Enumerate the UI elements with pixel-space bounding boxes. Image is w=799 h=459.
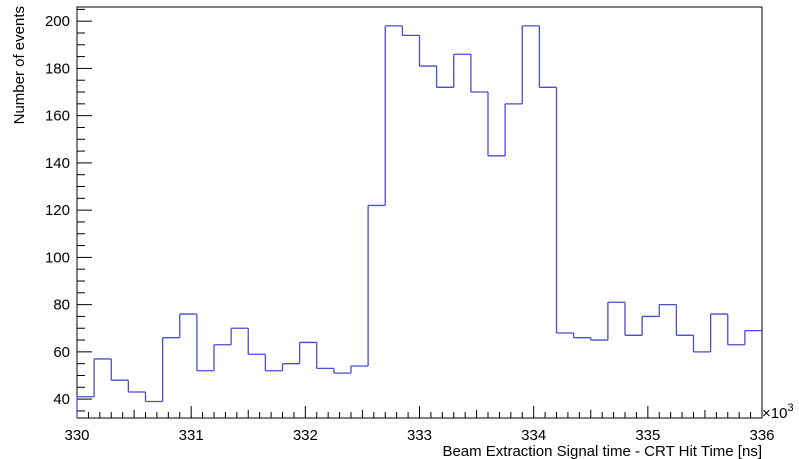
x-axis-multiplier-exponent: 3 [787, 402, 793, 414]
x-axis-title: Beam Extraction Signal time - CRT Hit Ti… [442, 443, 762, 459]
y-axis-title: Number of events [11, 6, 28, 124]
x-tick-label: 336 [749, 427, 774, 444]
y-tick-label: 40 [53, 391, 70, 408]
y-tick-label: 180 [45, 60, 70, 77]
x-tick-label: 332 [293, 427, 318, 444]
y-tick-label: 80 [53, 297, 70, 314]
plot-frame [76, 6, 763, 419]
x-tick-label: 334 [521, 427, 546, 444]
x-tick-label: 330 [64, 427, 89, 444]
y-tick-label: 120 [45, 202, 70, 219]
x-axis-multiplier-base: ×10 [762, 405, 787, 422]
x-axis-multiplier: ×103 [762, 402, 794, 422]
y-tick-label: 160 [45, 108, 70, 125]
x-tick-label: 335 [635, 427, 660, 444]
y-tick-label: 100 [45, 249, 70, 266]
y-tick-label: 200 [45, 13, 70, 30]
x-tick-label: 331 [179, 427, 204, 444]
y-tick-label: 140 [45, 155, 70, 172]
x-tick-label: 333 [407, 427, 432, 444]
y-tick-label: 60 [53, 344, 70, 361]
